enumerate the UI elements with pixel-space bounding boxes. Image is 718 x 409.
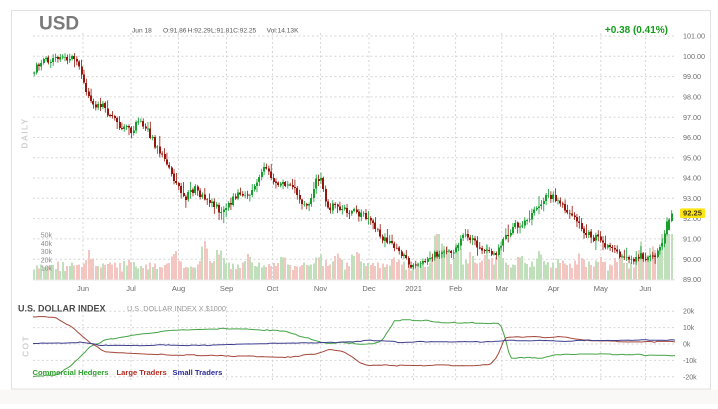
svg-text:COT: COT (21, 335, 31, 357)
svg-text:10k: 10k (41, 266, 53, 273)
svg-text:O:91.86: O:91.86 (163, 28, 187, 35)
svg-text:Feb: Feb (449, 284, 462, 293)
svg-text:20k: 20k (41, 257, 53, 264)
svg-text:50k: 50k (41, 233, 53, 240)
svg-text:Mar: Mar (495, 284, 508, 293)
svg-text:C:92.25: C:92.25 (233, 28, 256, 35)
svg-text:Large Traders: Large Traders (117, 368, 167, 377)
svg-text:100.00: 100.00 (683, 52, 705, 61)
svg-text:+0.38 (0.41%): +0.38 (0.41%) (605, 25, 668, 36)
svg-text:30k: 30k (41, 249, 53, 256)
svg-text:Oct: Oct (267, 284, 280, 293)
svg-text:92.00: 92.00 (683, 214, 701, 223)
svg-text:Aug: Aug (172, 284, 185, 293)
svg-text:89.00: 89.00 (683, 275, 701, 284)
svg-text:93.00: 93.00 (683, 194, 701, 203)
svg-text:Sep: Sep (220, 284, 233, 293)
svg-text:Vol:14.13K: Vol:14.13K (267, 28, 299, 35)
svg-text:DAILY: DAILY (20, 117, 30, 148)
svg-text:Nov: Nov (314, 284, 328, 293)
svg-text:97.00: 97.00 (683, 113, 701, 122)
svg-text:Jun 18: Jun 18 (132, 28, 152, 35)
svg-text:Commercial Hedgers: Commercial Hedgers (33, 368, 109, 377)
svg-text:USD: USD (39, 14, 79, 35)
svg-text:10k: 10k (683, 325, 695, 332)
svg-text:H:92.29: H:92.29 (188, 28, 211, 35)
svg-text:Jun: Jun (639, 284, 651, 293)
svg-text:Apr: Apr (548, 284, 560, 293)
svg-text:0k: 0k (683, 342, 691, 349)
svg-text:90.00: 90.00 (683, 255, 701, 264)
svg-text:May: May (594, 284, 608, 293)
svg-text:2021: 2021 (405, 284, 422, 293)
svg-text:95.00: 95.00 (683, 153, 701, 162)
svg-text:L:91.81: L:91.81 (211, 28, 233, 35)
svg-text:U.S. DOLLAR INDEX X $1000: U.S. DOLLAR INDEX X $1000 (127, 304, 226, 313)
svg-text:Dec: Dec (362, 284, 376, 293)
svg-text:40k: 40k (41, 241, 53, 248)
svg-text:-10k: -10k (683, 358, 697, 365)
svg-text:20k: 20k (683, 309, 695, 316)
svg-text:98.00: 98.00 (683, 93, 701, 102)
svg-text:99.00: 99.00 (683, 72, 701, 81)
svg-text:Jun: Jun (77, 284, 89, 293)
svg-text:94.00: 94.00 (683, 174, 701, 183)
svg-text:Jul: Jul (126, 284, 136, 293)
svg-text:Small Traders: Small Traders (173, 368, 223, 377)
svg-text:U.S. DOLLAR INDEX: U.S. DOLLAR INDEX (18, 304, 106, 314)
svg-text:-20k: -20k (683, 374, 697, 381)
svg-text:96.00: 96.00 (683, 133, 701, 142)
svg-text:92.25: 92.25 (683, 209, 703, 218)
svg-text:101.00: 101.00 (683, 32, 705, 41)
svg-text:91.00: 91.00 (683, 235, 701, 244)
